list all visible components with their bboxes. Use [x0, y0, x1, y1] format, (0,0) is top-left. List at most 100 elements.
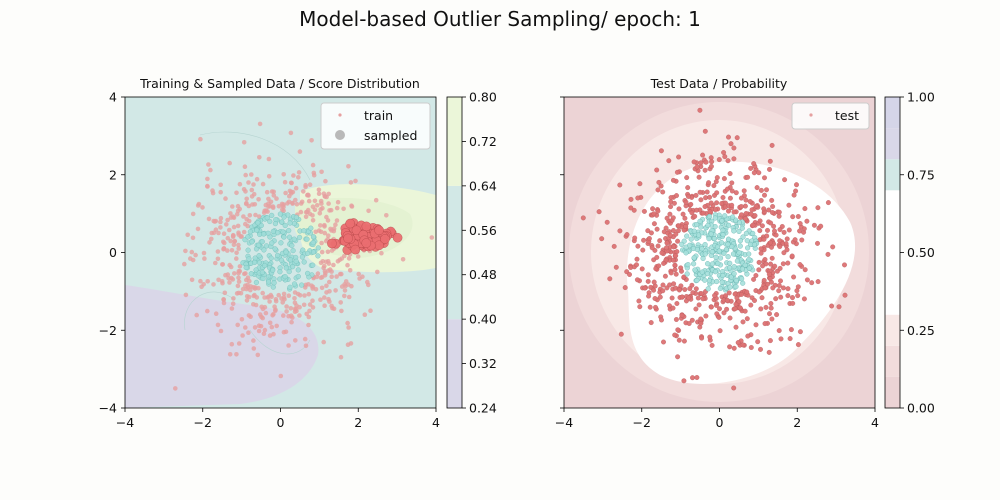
- data-point: [248, 287, 253, 293]
- left-low-score-region: [125, 285, 319, 408]
- data-point: [256, 285, 261, 291]
- data-point: [769, 255, 775, 261]
- data-point: [210, 190, 216, 196]
- data-point: [264, 189, 270, 195]
- data-point: [842, 262, 847, 268]
- data-point: [713, 254, 719, 260]
- data-point: [702, 204, 708, 210]
- data-point: [310, 234, 317, 240]
- data-point: [672, 332, 678, 338]
- data-point: [298, 209, 304, 215]
- data-point: [664, 245, 669, 251]
- data-point: [286, 234, 293, 240]
- data-point: [738, 204, 744, 209]
- data-point: [768, 301, 774, 306]
- data-point: [310, 298, 315, 304]
- data-point: [731, 156, 737, 162]
- data-point: [716, 248, 722, 254]
- data-point: [836, 304, 842, 310]
- data-point: [668, 195, 674, 201]
- colorbar-tick-label: 0.50: [907, 245, 935, 260]
- data-point: [700, 152, 706, 158]
- data-point: [293, 258, 299, 264]
- colorbar-band: [885, 128, 900, 160]
- data-point: [785, 293, 791, 299]
- data-point: [375, 269, 380, 275]
- data-point: [219, 279, 225, 284]
- data-point: [720, 272, 726, 279]
- data-point: [722, 213, 728, 219]
- data-point: [311, 172, 317, 178]
- data-point: [304, 236, 310, 242]
- data-point: [737, 305, 743, 311]
- colorbar-tick-label: 0.40: [469, 312, 497, 327]
- data-point: [734, 135, 740, 141]
- data-point: [791, 192, 797, 198]
- data-point: [702, 242, 708, 248]
- data-point: [790, 300, 796, 306]
- data-point: [707, 209, 713, 215]
- data-point: [326, 261, 332, 266]
- data-point: [313, 229, 319, 235]
- data-point: [337, 257, 343, 263]
- data-point: [679, 294, 685, 300]
- data-point: [727, 171, 733, 177]
- data-point: [235, 322, 240, 328]
- data-point: [350, 244, 361, 255]
- data-point: [269, 240, 275, 246]
- data-point: [231, 242, 237, 248]
- data-point: [259, 239, 265, 245]
- data-point: [306, 198, 312, 204]
- data-point: [231, 296, 236, 301]
- data-point: [246, 256, 252, 262]
- data-point: [276, 292, 282, 298]
- data-point: [617, 182, 623, 188]
- data-point: [694, 246, 700, 253]
- data-point: [706, 236, 712, 242]
- data-point: [314, 274, 320, 280]
- data-point: [722, 154, 728, 160]
- data-point: [815, 205, 821, 211]
- data-point: [717, 328, 723, 334]
- data-point: [762, 285, 768, 291]
- data-point: [268, 255, 274, 261]
- data-point: [776, 328, 782, 334]
- data-point: [684, 175, 690, 181]
- data-point: [662, 273, 668, 279]
- data-point: [717, 255, 724, 261]
- data-point: [220, 262, 226, 267]
- data-point: [240, 286, 246, 292]
- data-point: [699, 335, 705, 341]
- data-point: [278, 373, 284, 379]
- data-point: [302, 336, 308, 342]
- data-point: [682, 215, 688, 221]
- data-point: [762, 175, 767, 181]
- data-point: [661, 339, 666, 345]
- data-point: [353, 178, 358, 184]
- data-point: [740, 319, 746, 325]
- data-point: [690, 290, 696, 296]
- data-point: [731, 271, 737, 277]
- data-point: [182, 261, 187, 267]
- data-point: [727, 195, 733, 201]
- colorbar-band: [885, 314, 900, 346]
- data-point: [637, 181, 643, 187]
- data-point: [218, 189, 223, 195]
- data-point: [213, 227, 219, 232]
- y-tick-label: 2: [109, 167, 117, 182]
- data-point: [227, 227, 232, 233]
- data-point: [317, 211, 323, 216]
- data-point: [646, 293, 652, 299]
- data-point: [306, 282, 311, 287]
- data-point: [263, 243, 270, 249]
- data-point: [221, 231, 227, 236]
- data-point: [708, 231, 714, 237]
- data-point: [256, 328, 262, 334]
- data-point: [251, 338, 256, 343]
- data-point: [737, 238, 743, 244]
- data-point: [225, 272, 231, 277]
- data-point: [596, 209, 602, 215]
- data-point: [290, 189, 296, 195]
- data-point: [260, 275, 266, 282]
